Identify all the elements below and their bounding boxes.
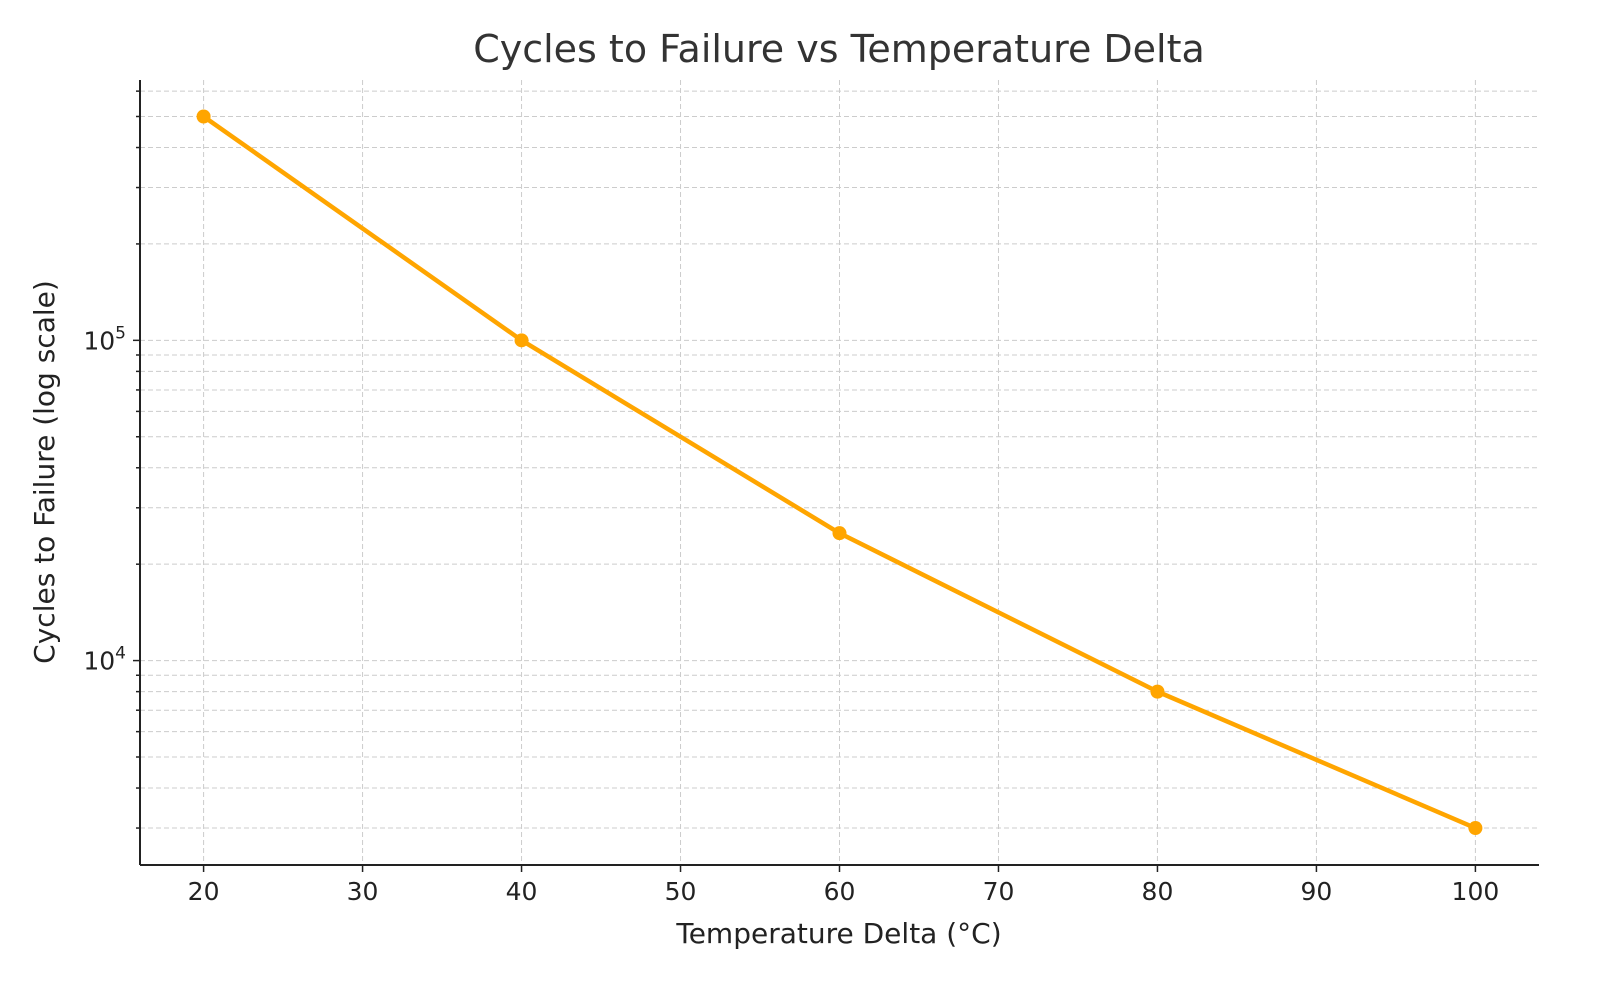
y-tick-label: 104: [83, 644, 126, 676]
y-tick-label: 105: [83, 323, 126, 355]
x-tick-label: 80: [1142, 877, 1174, 906]
chart-title: Cycles to Failure vs Temperature Delta: [473, 27, 1205, 71]
data-point: [514, 333, 529, 348]
grid: [140, 80, 1539, 865]
x-axis-label: Temperature Delta (°C): [675, 917, 1001, 950]
data-point: [1150, 684, 1165, 699]
x-tick-label: 50: [665, 877, 697, 906]
x-tick-label: 60: [824, 877, 856, 906]
axes: 20 30 40 50 60 70 80 90 100 104 105: [83, 80, 1539, 906]
data-point: [832, 526, 847, 541]
data-point: [196, 109, 211, 124]
data-point: [1468, 821, 1483, 836]
x-tick-label: 70: [983, 877, 1015, 906]
x-tick-label: 40: [506, 877, 538, 906]
x-tick-label: 30: [347, 877, 379, 906]
x-tick-label: 90: [1301, 877, 1333, 906]
x-tick-label: 20: [188, 877, 220, 906]
y-axis-label: Cycles to Failure (log scale): [28, 280, 61, 664]
x-tick-label: 100: [1452, 877, 1500, 906]
series: [196, 109, 1483, 836]
